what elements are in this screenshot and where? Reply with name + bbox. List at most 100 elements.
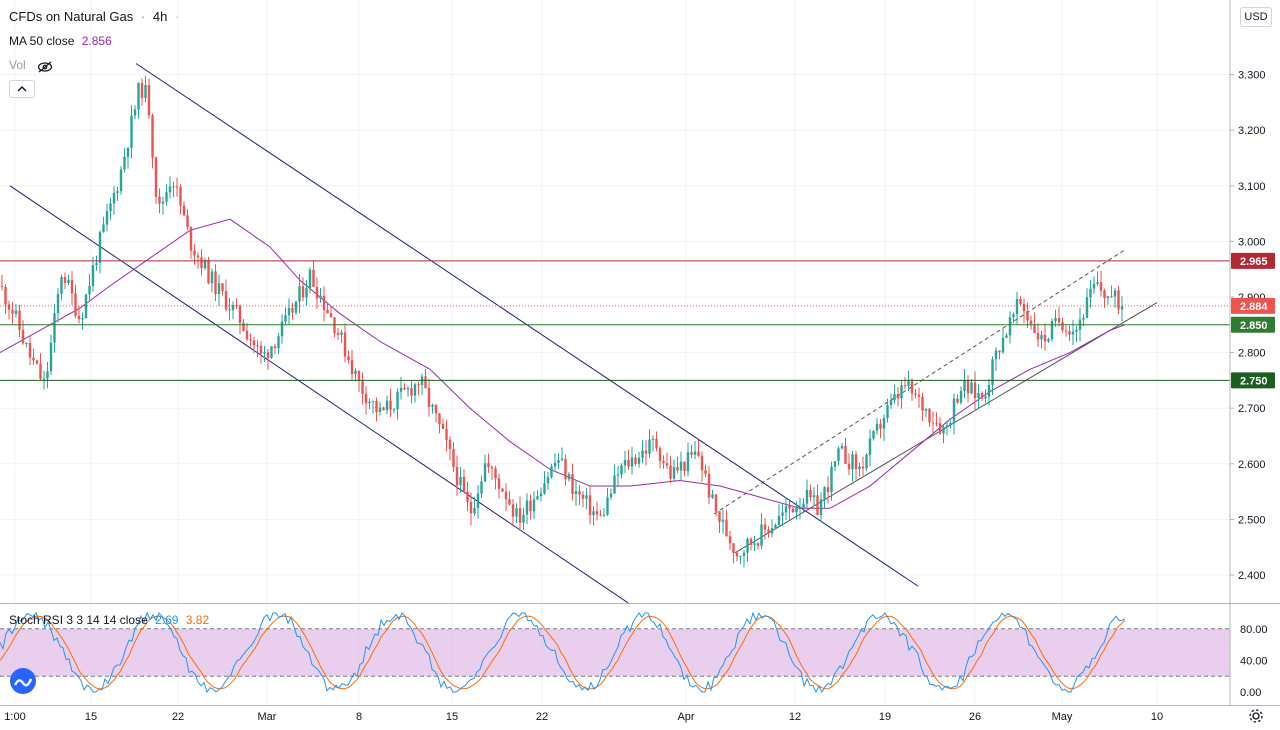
candle-body <box>399 387 403 392</box>
candle-body <box>158 196 161 204</box>
candle-body <box>434 404 438 414</box>
candle-body <box>798 508 802 510</box>
candle-body <box>46 371 49 379</box>
eye-hidden-icon[interactable] <box>37 61 53 73</box>
candle-body <box>42 378 46 380</box>
candle-body <box>165 192 168 202</box>
candle-body <box>77 315 81 320</box>
currency-button[interactable]: USD <box>1240 7 1272 27</box>
stoch-k-line <box>0 611 1126 694</box>
candle-body <box>921 396 924 411</box>
candle-body <box>1036 333 1040 340</box>
candle-body <box>74 293 77 316</box>
candle-body <box>756 543 760 546</box>
candle-body <box>511 504 515 517</box>
candle-body <box>613 475 616 494</box>
candle-body <box>301 286 305 298</box>
level-label-2.750: 2.750 <box>1240 375 1268 387</box>
candle-body <box>816 495 819 516</box>
candle-body <box>102 224 105 232</box>
time-tick-label: 8 <box>356 711 362 723</box>
symbol-name[interactable]: CFDs on Natural Gas <box>9 9 134 24</box>
ma-legend[interactable]: MA 50 close 2.856 <box>9 34 116 48</box>
stoch-d-value: 3.82 <box>185 613 210 627</box>
candle-body <box>1099 282 1103 291</box>
candle-body <box>364 393 368 404</box>
candle-body <box>343 332 347 357</box>
time-tick-label: 26 <box>969 711 981 723</box>
candle-body <box>270 346 273 358</box>
stoch-label: Stoch RSI 3 3 14 14 close <box>9 613 148 627</box>
candle-body <box>406 388 410 390</box>
candle-body <box>781 512 784 516</box>
candle-body <box>949 422 952 426</box>
last-price-label: 2.884 <box>1240 301 1268 313</box>
time-tick-label: 22 <box>536 711 548 723</box>
candle-body <box>823 487 826 500</box>
candle-body <box>424 376 427 389</box>
candle-body <box>147 85 151 116</box>
candle-body <box>189 227 193 251</box>
candle-body <box>487 463 490 468</box>
candle-body <box>1106 296 1110 299</box>
candle-body <box>469 502 473 514</box>
candle-body <box>1008 317 1012 336</box>
candle-body <box>882 418 886 429</box>
candle-body <box>1110 296 1113 298</box>
candle-body <box>683 461 686 472</box>
candle-body <box>935 423 938 425</box>
candle-body <box>833 461 837 467</box>
candle-body <box>1019 298 1022 304</box>
candle-body <box>669 465 672 479</box>
candle-body <box>263 352 266 354</box>
candle-body <box>238 305 242 323</box>
stoch-rsi-panel: 80.00 40.00 0.00 <box>0 611 1268 699</box>
candle-body <box>119 169 123 192</box>
stoch-k-value: 2.69 <box>155 613 179 627</box>
candle-body <box>868 438 872 455</box>
candle-body <box>571 474 574 495</box>
candle-body <box>224 291 228 310</box>
candle-body <box>938 423 942 434</box>
candle-body <box>994 350 998 360</box>
settings-gear-icon[interactable] <box>1247 707 1265 725</box>
candle-body <box>322 295 326 310</box>
candle-body <box>39 363 42 379</box>
tradingview-logo[interactable] <box>10 668 36 694</box>
candle-body <box>805 489 809 504</box>
candle-body <box>4 286 7 305</box>
volume-legend[interactable]: Vol <box>9 58 57 73</box>
candle-body <box>900 385 903 399</box>
stoch-legend[interactable]: Stoch RSI 3 3 14 14 close 2.69 3.82 <box>9 613 213 627</box>
candle-body <box>791 508 795 513</box>
candle-body <box>63 276 67 283</box>
candle-body <box>725 519 728 537</box>
candle-body <box>84 294 88 318</box>
price-tick-label: 3.100 <box>1238 181 1266 193</box>
candle-body <box>599 514 602 516</box>
candle-body <box>32 357 35 361</box>
candle-body <box>455 466 459 486</box>
candle-body <box>861 466 865 469</box>
candle-body <box>396 391 399 410</box>
candle-body <box>112 192 116 204</box>
candle-body <box>749 538 753 545</box>
candle-body <box>560 458 564 461</box>
candle-body <box>658 448 662 462</box>
candle-body <box>375 400 378 412</box>
candle-body <box>259 345 263 354</box>
candle-body <box>161 201 165 204</box>
collapse-legend-button[interactable] <box>9 80 35 98</box>
candle-body <box>637 457 641 464</box>
candle-body <box>1057 318 1061 323</box>
interval-label[interactable]: 4h <box>152 9 168 24</box>
candle-body <box>679 461 683 471</box>
candle-body <box>1005 335 1008 338</box>
time-tick-label: May <box>1052 711 1073 723</box>
candle-body <box>280 321 284 337</box>
candle-body <box>53 313 56 343</box>
candle-body <box>984 396 987 399</box>
